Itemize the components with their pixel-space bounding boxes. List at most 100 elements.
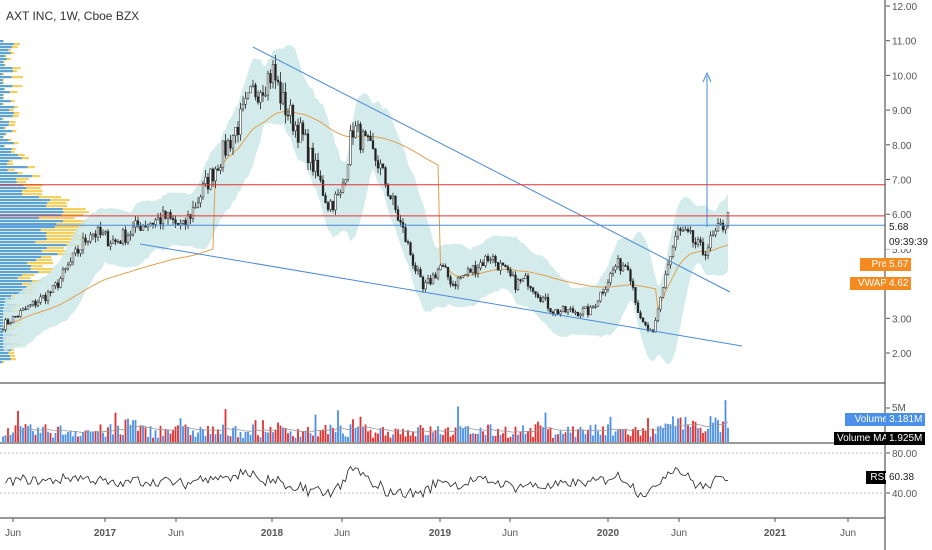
candle-body: [184, 220, 187, 226]
volume-bar: [147, 437, 149, 442]
x-tick-label: Jun: [168, 528, 184, 539]
candle-body: [161, 210, 165, 225]
candle-body: [366, 135, 370, 138]
volume-bar: [202, 429, 204, 442]
candle-body: [169, 212, 172, 219]
profile-bar: [0, 235, 46, 238]
volume-bar: [712, 422, 714, 442]
y-tick-label: 11.00: [892, 37, 917, 48]
candle-body: [359, 123, 362, 150]
volume-bar: [702, 433, 704, 442]
volume-bar: [594, 424, 597, 442]
profile-bar: [0, 196, 39, 199]
candle-body: [294, 124, 297, 132]
candle-body: [506, 266, 510, 271]
volume-bar: [217, 429, 219, 442]
candle-body: [411, 254, 415, 266]
candle-body: [96, 227, 100, 238]
volume-bar: [484, 434, 487, 442]
candle-body: [126, 235, 130, 243]
chart-title: AXT INC, 1W, Cboe BZX: [6, 9, 140, 23]
volume-bar: [509, 436, 512, 442]
y-tick-label: 10.00: [892, 71, 917, 82]
profile-bar: [0, 100, 11, 103]
volume-bar: [22, 427, 24, 442]
volume-bar: [539, 425, 542, 442]
candle-body: [584, 306, 587, 309]
volume-bar: [699, 427, 702, 442]
candle-body: [406, 241, 410, 243]
volume-bar: [309, 433, 312, 442]
candle-body: [469, 268, 472, 273]
rsi-line: [5, 465, 729, 499]
candle-body: [626, 265, 630, 271]
volume-bar: [104, 436, 107, 442]
candle-body: [446, 266, 450, 278]
candle-body: [569, 308, 572, 310]
candle-body: [26, 305, 30, 310]
candle-body: [501, 262, 505, 266]
price-axis[interactable]: 12.0011.0010.009.008.007.006.005.004.003…: [886, 2, 917, 360]
candle-body: [529, 285, 532, 289]
volume-bar: [329, 424, 332, 442]
profile-bar: [0, 241, 36, 244]
candle-body: [204, 176, 207, 184]
volume-bar: [407, 430, 409, 442]
candle-body: [644, 321, 647, 326]
candle-body: [636, 302, 640, 313]
profile-bar: [0, 175, 32, 178]
candle-body: [299, 122, 302, 143]
volume-bar: [72, 436, 74, 442]
volume-bar: [649, 436, 652, 442]
candle-body: [301, 122, 305, 135]
candle-body: [241, 104, 245, 110]
volume-bar: [232, 427, 234, 442]
candle-body: [106, 231, 110, 247]
volume-bar: [477, 433, 479, 442]
volume-bar: [429, 426, 432, 442]
volume-bar: [724, 400, 727, 442]
candle-body: [466, 268, 470, 275]
candle-body: [684, 229, 687, 231]
profile-bar: [0, 193, 23, 196]
candle-body: [164, 210, 167, 219]
candle-body: [134, 220, 137, 228]
candle-body: [336, 193, 340, 196]
volume-bar: [359, 416, 362, 442]
candle-body: [481, 262, 485, 266]
volume-bar: [97, 431, 99, 442]
volume-bar: [692, 420, 694, 442]
volume-bar: [332, 427, 334, 442]
candle-body: [686, 229, 690, 232]
candle-body: [436, 269, 440, 279]
time-axis[interactable]: Jun 2017 Jun 2018 Jun 2019 Jun 2020 Jun 2021 Jun: [5, 518, 856, 539]
profile-bar: [0, 199, 51, 202]
profile-bar: [0, 136, 3, 139]
vwap-value: 4.62: [886, 277, 912, 290]
volume-bar: [547, 429, 549, 442]
candle-body: [286, 114, 290, 117]
profile-bar: [0, 67, 13, 70]
candle-body: [556, 309, 560, 315]
candle-body: [289, 105, 292, 116]
volume-bar: [272, 432, 274, 442]
volume-bar: [44, 424, 47, 442]
candle-body: [591, 306, 595, 309]
volume-bar: [154, 430, 157, 442]
volume-bar: [437, 426, 439, 442]
profile-bar: [0, 151, 12, 154]
profile-bar: [0, 94, 3, 97]
candle-body: [434, 274, 437, 279]
candle-body: [176, 223, 180, 226]
profile-bar: [0, 154, 18, 157]
candle-body: [441, 265, 445, 267]
volume-bar: [664, 423, 667, 442]
candle-body: [339, 192, 342, 195]
volume-bar: [7, 428, 9, 442]
candle-body: [451, 283, 455, 286]
volume-bar: [39, 432, 42, 442]
candle-body: [384, 167, 387, 186]
profile-bar: [0, 148, 12, 151]
candle-body: [624, 265, 627, 267]
